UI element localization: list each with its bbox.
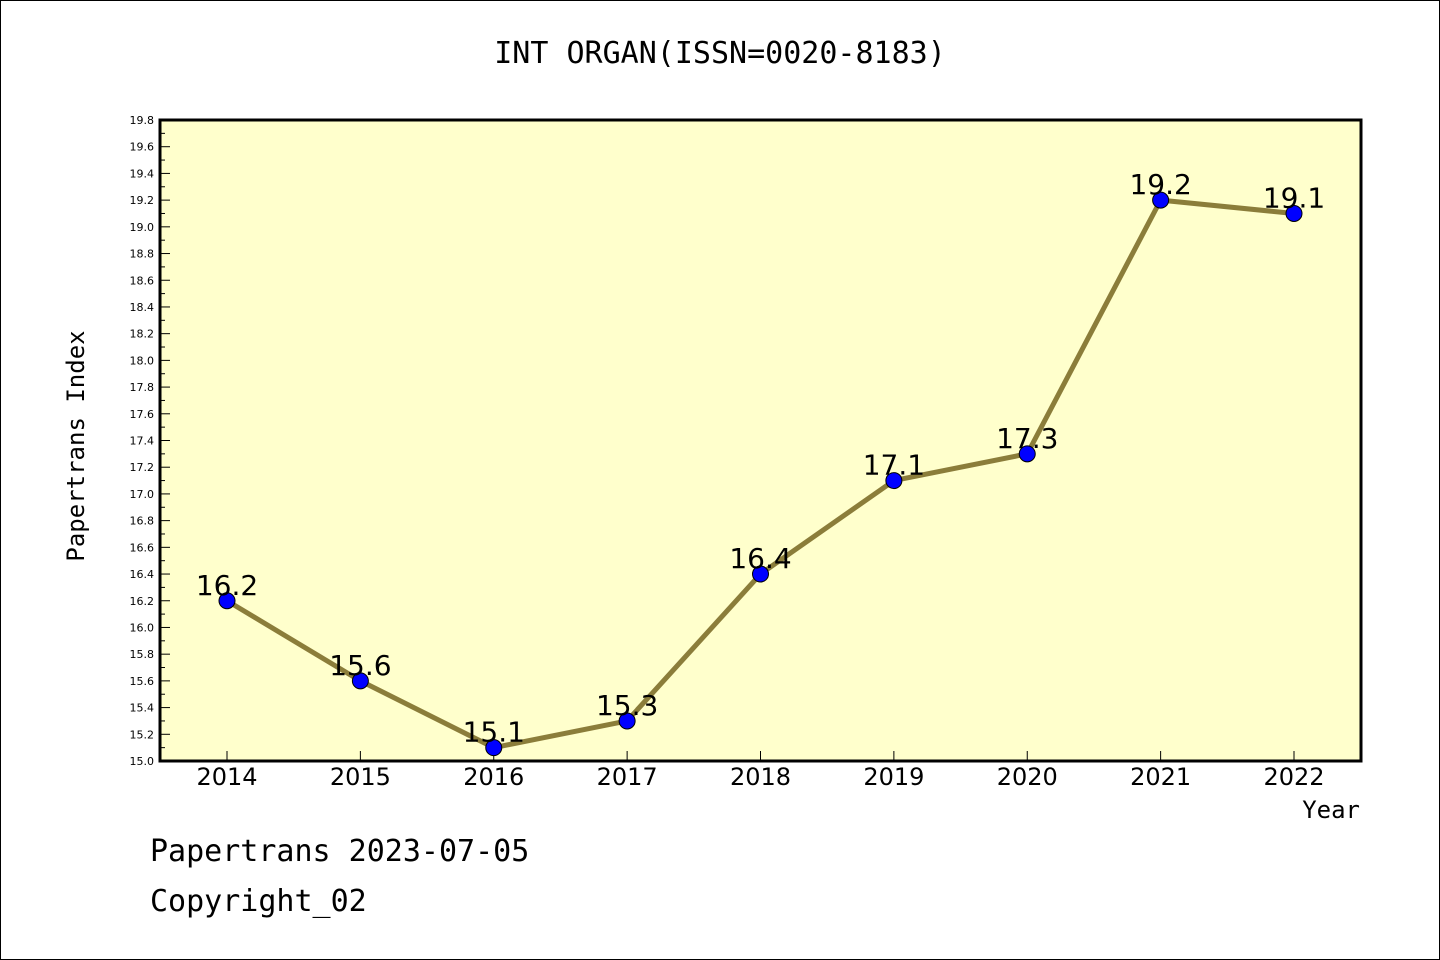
- plot-area: [158, 118, 1363, 763]
- x-tick-label: 2015: [330, 763, 391, 791]
- x-tick-label: 2018: [730, 763, 791, 791]
- x-tick-label: 2021: [1130, 763, 1191, 791]
- data-label: 15.6: [329, 649, 391, 682]
- y-tick-label: 15.2: [130, 728, 155, 741]
- y-tick-label: 19.0: [130, 221, 155, 234]
- data-label: 16.2: [196, 569, 258, 602]
- y-tick-label: 18.2: [130, 328, 155, 341]
- y-tick-label: 18.8: [130, 248, 155, 261]
- y-axis-ticks: 15.0 15.2 15.4 15.6 15.8 16.0 16.2 16.4 16.6 16.8…: [130, 114, 170, 768]
- data-point: [218, 592, 236, 610]
- y-tick-label: 17.6: [130, 408, 155, 421]
- y-tick-label: 16.4: [130, 568, 155, 581]
- y-tick-label: 15.4: [130, 702, 155, 715]
- data-point: [1152, 191, 1170, 209]
- data-label: 19.1: [1263, 181, 1325, 214]
- y-tick-label: 16.0: [130, 621, 155, 634]
- y-tick-label: 17.0: [130, 488, 155, 501]
- footer-copyright: Copyright_02: [150, 884, 367, 919]
- y-tick-label: 15.8: [130, 648, 155, 661]
- x-tick-label: 2022: [1263, 763, 1324, 791]
- y-tick-label: 19.8: [130, 114, 155, 127]
- data-label: 16.4: [729, 542, 791, 575]
- y-tick-label: 18.6: [130, 274, 155, 287]
- y-tick-label: 15.6: [130, 675, 155, 688]
- footer-date: Papertrans 2023-07-05: [150, 834, 530, 869]
- data-point: [752, 565, 769, 583]
- y-tick-label: 16.8: [130, 515, 155, 528]
- series-group: [218, 191, 1303, 757]
- y-tick-label: 16.2: [130, 595, 155, 608]
- data-labels: 16.2 15.6 15.1 15.3 16.4 17.1 17.3 19.2 19.1: [196, 168, 1325, 749]
- x-tick-label: 2019: [863, 763, 924, 791]
- data-label: 17.3: [996, 422, 1058, 455]
- data-label: 15.1: [463, 716, 525, 749]
- data-point: [1018, 445, 1036, 463]
- data-point: [1285, 204, 1303, 222]
- x-tick-label: 2020: [997, 763, 1058, 791]
- data-point: [351, 672, 369, 690]
- x-axis-label: Year: [1302, 796, 1360, 824]
- data-point: [618, 712, 636, 730]
- x-tick-label: 2016: [463, 763, 524, 791]
- data-label: 17.1: [863, 449, 925, 482]
- y-tick-label: 17.2: [130, 461, 155, 474]
- data-point: [485, 739, 503, 757]
- data-label: 19.2: [1129, 168, 1191, 201]
- y-tick-label: 17.8: [130, 381, 155, 394]
- y-tick-label: 19.2: [130, 194, 155, 207]
- x-tick-label: 2017: [597, 763, 658, 791]
- y-tick-label: 18.4: [130, 301, 155, 314]
- y-tick-label: 15.0: [130, 755, 155, 768]
- chart-title: INT ORGAN(ISSN=0020-8183): [494, 36, 946, 71]
- y-tick-label: 19.6: [130, 141, 155, 154]
- data-point: [885, 472, 903, 490]
- data-label: 15.3: [596, 689, 658, 722]
- y-tick-label: 16.6: [130, 541, 155, 554]
- x-axis-ticks: 2014 2015 2016 2017 2018 2019 2020 2021 2022: [196, 751, 1325, 791]
- y-tick-label: 17.4: [130, 435, 155, 448]
- y-tick-label: 19.4: [130, 167, 155, 180]
- y-tick-label: 18.0: [130, 354, 155, 367]
- x-tick-label: 2014: [196, 763, 257, 791]
